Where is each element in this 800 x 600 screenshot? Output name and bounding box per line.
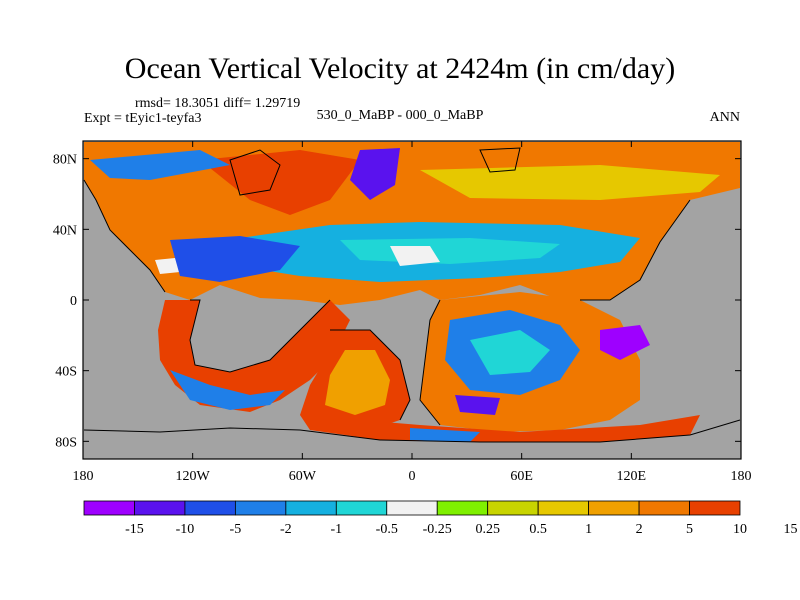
colorbar-swatch [689,500,741,516]
y-tick-label: 40N [53,223,77,238]
colorbar-swatch [537,500,590,516]
case-label: 530_0_MaBP - 000_0_MaBP [316,108,484,123]
ocean-east-purple [600,325,650,360]
colorbar-label: 1 [585,522,592,537]
ocean-north-red [200,150,360,215]
colorbar-swatch [184,500,236,516]
x-tick-label: 0 [409,469,416,484]
colorbar-label: -1 [330,522,342,537]
y-axis: 80N 40N 0 40S 80S [53,153,741,450]
ocean-north-white [390,246,440,266]
colorbar-label: 15 [783,522,797,537]
colorbar-label: -2 [280,522,292,537]
ocean-southern-blue [410,428,480,442]
colorbar-label: -15 [125,522,144,537]
x-axis: 180 120W 60W 0 60E 120E 180 [73,141,752,484]
colorbar-swatch [335,500,388,516]
colorbar-swatch [487,500,539,516]
season-label: ANN [709,110,740,125]
y-tick-label: 80S [55,435,77,450]
ocean-south-inner [325,350,390,415]
colorbar-label: 2 [636,522,643,537]
y-tick-label: 40S [55,365,77,380]
colorbar-label: 5 [686,522,693,537]
colorbar-label: -0.25 [423,522,452,537]
x-tick-label: 60W [289,469,317,484]
coastlines [83,147,741,443]
colorbar-swatch [436,500,489,516]
colorbar-swatch [83,500,135,516]
velocity-field [83,141,741,459]
chart-title: Ocean Vertical Velocity at 2424m (in cm/… [124,52,676,85]
x-tick-label: 120E [617,469,647,484]
colorbar-label: -5 [230,522,242,537]
ocean-east-cyan [470,330,550,375]
colorbar-label: 10 [733,522,747,537]
y-tick-label: 0 [70,294,77,309]
ocean-southwest-blue [170,370,285,410]
colorbar-label: 0.25 [475,522,500,537]
ocean-north-purple [350,148,400,200]
ocean-north-yellow [420,165,720,200]
colorbar-swatch [134,500,186,516]
x-tick-label: 60E [510,469,533,484]
colorbar: -15 -10 -5 -2 -1 -0.5 -0.25 0.25 0.5 1 2 5 10 15 [83,500,797,537]
ocean-north-bluebelt [170,236,300,282]
colorbar-swatch [285,500,337,516]
colorbar-swatch [588,500,640,516]
colorbar-label: -0.5 [376,522,398,537]
colorbar-label: -10 [176,522,195,537]
ocean-southern-band [300,415,700,442]
colorbar-swatch [638,500,690,516]
ocean-east-purple-2 [455,395,500,415]
y-tick-label: 80N [53,153,77,168]
x-tick-label: 120W [176,469,211,484]
x-tick-label: 180 [73,469,94,484]
ocean-north-lightcyan [340,238,560,264]
x-tick-label: 180 [731,469,752,484]
colorbar-swatch [386,500,438,516]
stats-line: rmsd= 18.3051 diff= 1.29719 [135,96,301,111]
ocean-north-blue [90,150,230,180]
colorbar-swatch [234,500,287,516]
experiment-label: Expt = tEyic1-teyfa3 [84,111,202,126]
colorbar-label: 0.5 [529,522,547,537]
